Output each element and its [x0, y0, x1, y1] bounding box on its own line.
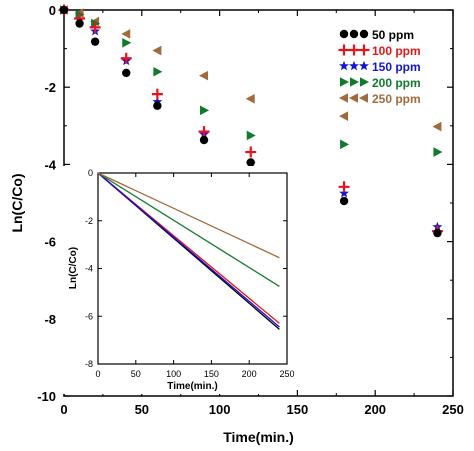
x-tick-label: 0 [60, 402, 67, 417]
legend-label: 50 ppm [372, 28, 414, 42]
data-point [200, 105, 210, 116]
inset-y-tick-label: -8 [85, 359, 93, 369]
data-point [59, 5, 69, 15]
inset-background [62, 166, 295, 394]
data-point [151, 88, 163, 100]
legend: 50 ppm 100 ppm 150 ppm 200 ppm 250 ppm [338, 28, 421, 106]
data-point [153, 101, 162, 110]
legend-marker [339, 29, 349, 39]
x-tick-label: 200 [364, 402, 386, 417]
data-point [199, 135, 209, 145]
series-50-ppm [59, 5, 442, 238]
y-tick-label: 0 [49, 3, 56, 18]
inset-line-150-ppm [97, 172, 280, 328]
legend-marker [339, 93, 348, 103]
data-point [246, 158, 255, 167]
legend-marker [358, 44, 370, 56]
data-point [338, 181, 350, 193]
data-point [245, 146, 257, 158]
inset-y-tick-label: -2 [85, 216, 93, 226]
y-tick-label: -4 [44, 157, 56, 172]
legend-marker [349, 29, 359, 39]
inset-y-tick-label: -4 [85, 264, 93, 274]
legend-item: 50 ppm [339, 28, 414, 42]
inset-y-tick-label: 0 [88, 168, 93, 178]
y-tick-label: -10 [37, 389, 56, 404]
data-point [245, 93, 255, 104]
legend-item: 200 ppm [340, 76, 421, 90]
legend-label: 200 ppm [372, 76, 421, 90]
data-point [152, 96, 163, 107]
legend-label: 150 ppm [372, 60, 421, 74]
inset-plot-area: 0 50 100 150 200 250 0 -2 -4 -6 -8 Time(min.) Ln(C/C… [62, 166, 295, 394]
x-tick-label: 250 [442, 402, 464, 417]
data-point [433, 147, 443, 157]
data-point [89, 21, 101, 33]
data-point [339, 188, 350, 198]
data-point [152, 45, 162, 56]
data-point [340, 139, 350, 150]
inset-x-tick-label: 150 [204, 369, 219, 379]
inset-x-tick-label: 200 [242, 369, 257, 379]
legend-label: 250 ppm [372, 92, 421, 106]
legend-marker [359, 93, 368, 103]
inset-x-tick-label: 250 [279, 369, 294, 379]
legend-marker [340, 77, 349, 87]
x-tick-label: 150 [287, 402, 309, 417]
legend-label: 100 ppm [372, 44, 421, 58]
legend-marker [349, 93, 358, 103]
legend-marker [359, 29, 369, 39]
y-tick-label: -2 [44, 80, 56, 95]
data-point [433, 228, 442, 238]
legend-marker [349, 60, 359, 71]
data-point [121, 29, 131, 39]
data-point [122, 38, 132, 48]
data-point [246, 130, 256, 141]
data-point [339, 196, 349, 206]
legend-marker [359, 60, 369, 71]
data-point [153, 66, 163, 77]
y-axis-label: Ln(C/Co) [9, 173, 25, 232]
main-plot-area: 0 50 100 150 200 250 0 -2 -4 -6 -8 -10 Time(min.) Ln(… [9, 3, 464, 445]
legend-item: 250 ppm [339, 92, 421, 106]
x-tick-label: 100 [209, 402, 231, 417]
legend-item: 100 ppm [338, 44, 421, 58]
inset-y-tick-label: -6 [85, 311, 93, 321]
data-point [198, 126, 210, 138]
inset-x-axis-label: Time(min.) [167, 381, 217, 392]
data-point [75, 19, 84, 28]
inset-x-tick-label: 100 [166, 369, 181, 379]
legend-marker [350, 77, 359, 87]
x-tick-label: 50 [135, 402, 149, 417]
x-axis-label: Time(min.) [223, 429, 294, 445]
legend-marker [339, 60, 349, 71]
data-point [90, 37, 100, 46]
data-point [199, 70, 209, 81]
legend-marker [338, 44, 350, 56]
data-point [432, 121, 442, 132]
inset-x-tick-label: 50 [131, 369, 141, 379]
data-point [339, 111, 349, 121]
legend-marker [348, 44, 360, 56]
y-tick-label: -8 [44, 312, 56, 327]
legend-item: 150 ppm [339, 60, 421, 74]
inset-y-axis-label: Ln(C/Co) [68, 247, 79, 289]
legend-marker [360, 77, 369, 87]
inset-line-250-ppm [97, 172, 280, 259]
y-tick-label: -6 [44, 235, 56, 250]
inset-line-200-ppm [97, 172, 280, 287]
data-point [122, 68, 131, 78]
data-point [120, 52, 132, 64]
inset-x-tick-label: 0 [95, 369, 100, 379]
